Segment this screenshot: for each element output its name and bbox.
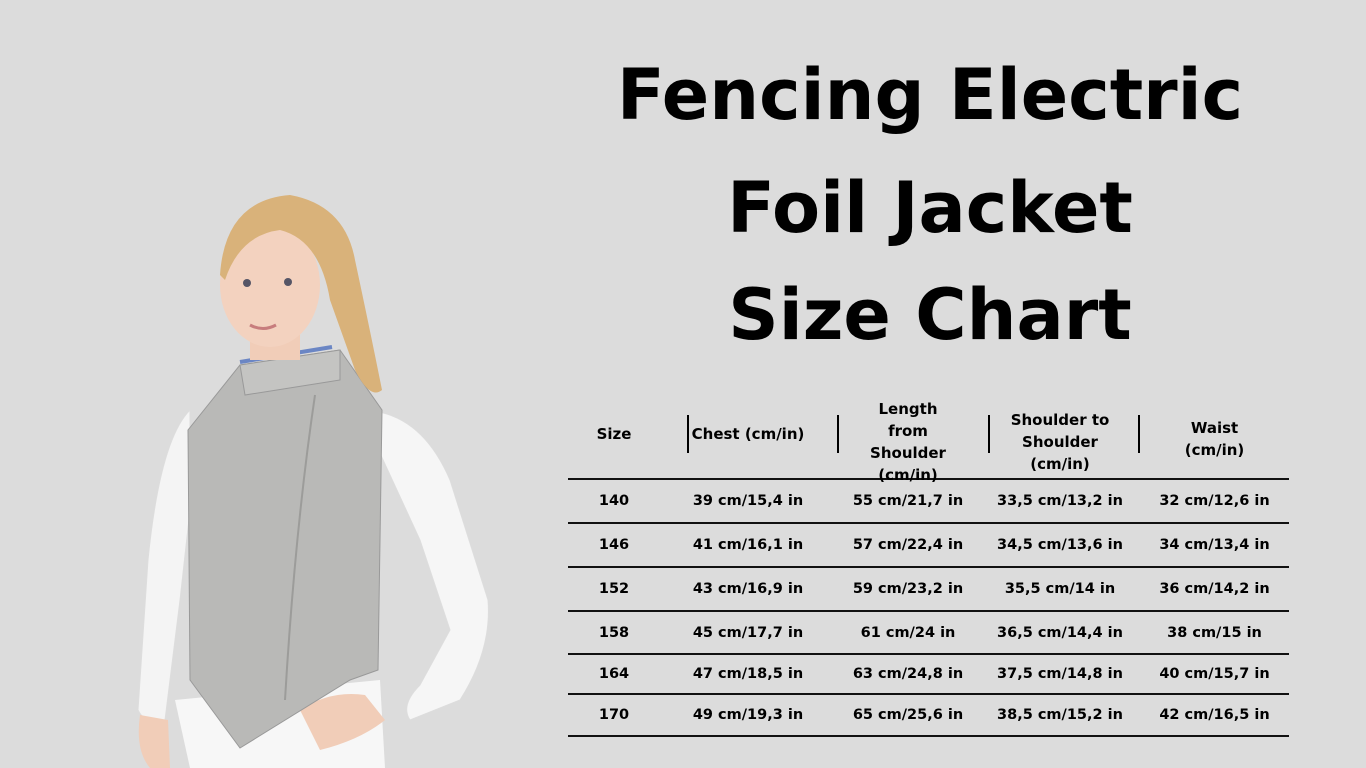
cell-length: 59 cm/23,2 in xyxy=(852,581,964,597)
cell-chest: 45 cm/17,7 in xyxy=(692,624,804,641)
column-divider xyxy=(687,415,689,453)
cell-chest: 47 cm/18,5 in xyxy=(692,666,804,682)
cell-length: 61 cm/24 in xyxy=(860,624,956,641)
cell-shoulder: 35,5 cm/14 in xyxy=(1004,581,1116,597)
cell-waist: 42 cm/16,5 in xyxy=(1159,707,1270,723)
header-length: Length from Shoulder (cm/in) xyxy=(870,399,946,484)
cell-size: 146 xyxy=(598,537,630,553)
cell-waist: 38 cm/15 in xyxy=(1167,624,1262,641)
cell-waist: 40 cm/15,7 in xyxy=(1159,666,1270,682)
cell-chest: 49 cm/19,3 in xyxy=(692,707,804,723)
title-line-1: Fencing Electric xyxy=(616,54,1244,136)
cell-length: 55 cm/21,7 in xyxy=(852,493,964,509)
cell-shoulder: 36,5 cm/14,4 in xyxy=(997,624,1123,641)
cell-chest: 41 cm/16,1 in xyxy=(692,537,804,553)
cell-waist: 32 cm/12,6 in xyxy=(1159,493,1270,509)
table-row: 164 47 cm/18,5 in 63 cm/24,8 in 37,5 cm/14,… xyxy=(568,653,1289,693)
cell-size: 164 xyxy=(598,666,630,682)
cell-waist: 36 cm/14,2 in xyxy=(1159,581,1270,597)
table-header: Size Chest (cm/in) Length from Shoulder … xyxy=(568,400,1289,484)
cell-length: 57 cm/22,4 in xyxy=(852,537,964,553)
cell-length: 65 cm/25,6 in xyxy=(852,707,964,723)
cell-size: 170 xyxy=(598,707,630,723)
cell-size: 152 xyxy=(598,581,630,597)
cell-size: 140 xyxy=(598,493,630,509)
table-row: 140 39 cm/15,4 in 55 cm/21,7 in 33,5 cm/13,… xyxy=(568,478,1289,522)
header-shoulder: Shoulder to Shoulder (cm/in) xyxy=(1010,410,1110,473)
cell-waist: 34 cm/13,4 in xyxy=(1159,537,1270,553)
cell-shoulder: 38,5 cm/15,2 in xyxy=(997,707,1123,723)
table-row: 152 43 cm/16,9 in 59 cm/23,2 in 35,5 cm/14 … xyxy=(568,566,1289,610)
title-line-3: Size Chart xyxy=(728,274,1132,356)
cell-chest: 39 cm/15,4 in xyxy=(692,493,804,509)
table-row: 146 41 cm/16,1 in 57 cm/22,4 in 34,5 cm/13,… xyxy=(568,522,1289,566)
cell-shoulder: 37,5 cm/14,8 in xyxy=(997,666,1123,682)
cell-shoulder: 33,5 cm/13,2 in xyxy=(997,493,1123,509)
column-divider xyxy=(1138,415,1140,453)
header-waist: Waist (cm/in) xyxy=(1184,418,1245,459)
header-chest: Chest (cm/in) xyxy=(691,424,805,443)
size-chart-table: Size Chest (cm/in) Length from Shoulder … xyxy=(568,400,1289,737)
cell-length: 63 cm/24,8 in xyxy=(852,666,964,682)
header-size: Size xyxy=(596,424,632,443)
girl-fencing-jacket-photo xyxy=(137,195,489,768)
cell-shoulder: 34,5 cm/13,6 in xyxy=(997,537,1123,553)
table-row: 170 49 cm/19,3 in 65 cm/25,6 in 38,5 cm/15,… xyxy=(568,693,1289,737)
column-divider xyxy=(988,415,990,453)
cell-size: 158 xyxy=(598,624,630,641)
table-row: 158 45 cm/17,7 in 61 cm/24 in 36,5 cm/14,4 … xyxy=(568,610,1289,653)
cell-chest: 43 cm/16,9 in xyxy=(692,581,804,597)
column-divider xyxy=(837,415,839,453)
title-line-2: Foil Jacket xyxy=(727,167,1133,249)
